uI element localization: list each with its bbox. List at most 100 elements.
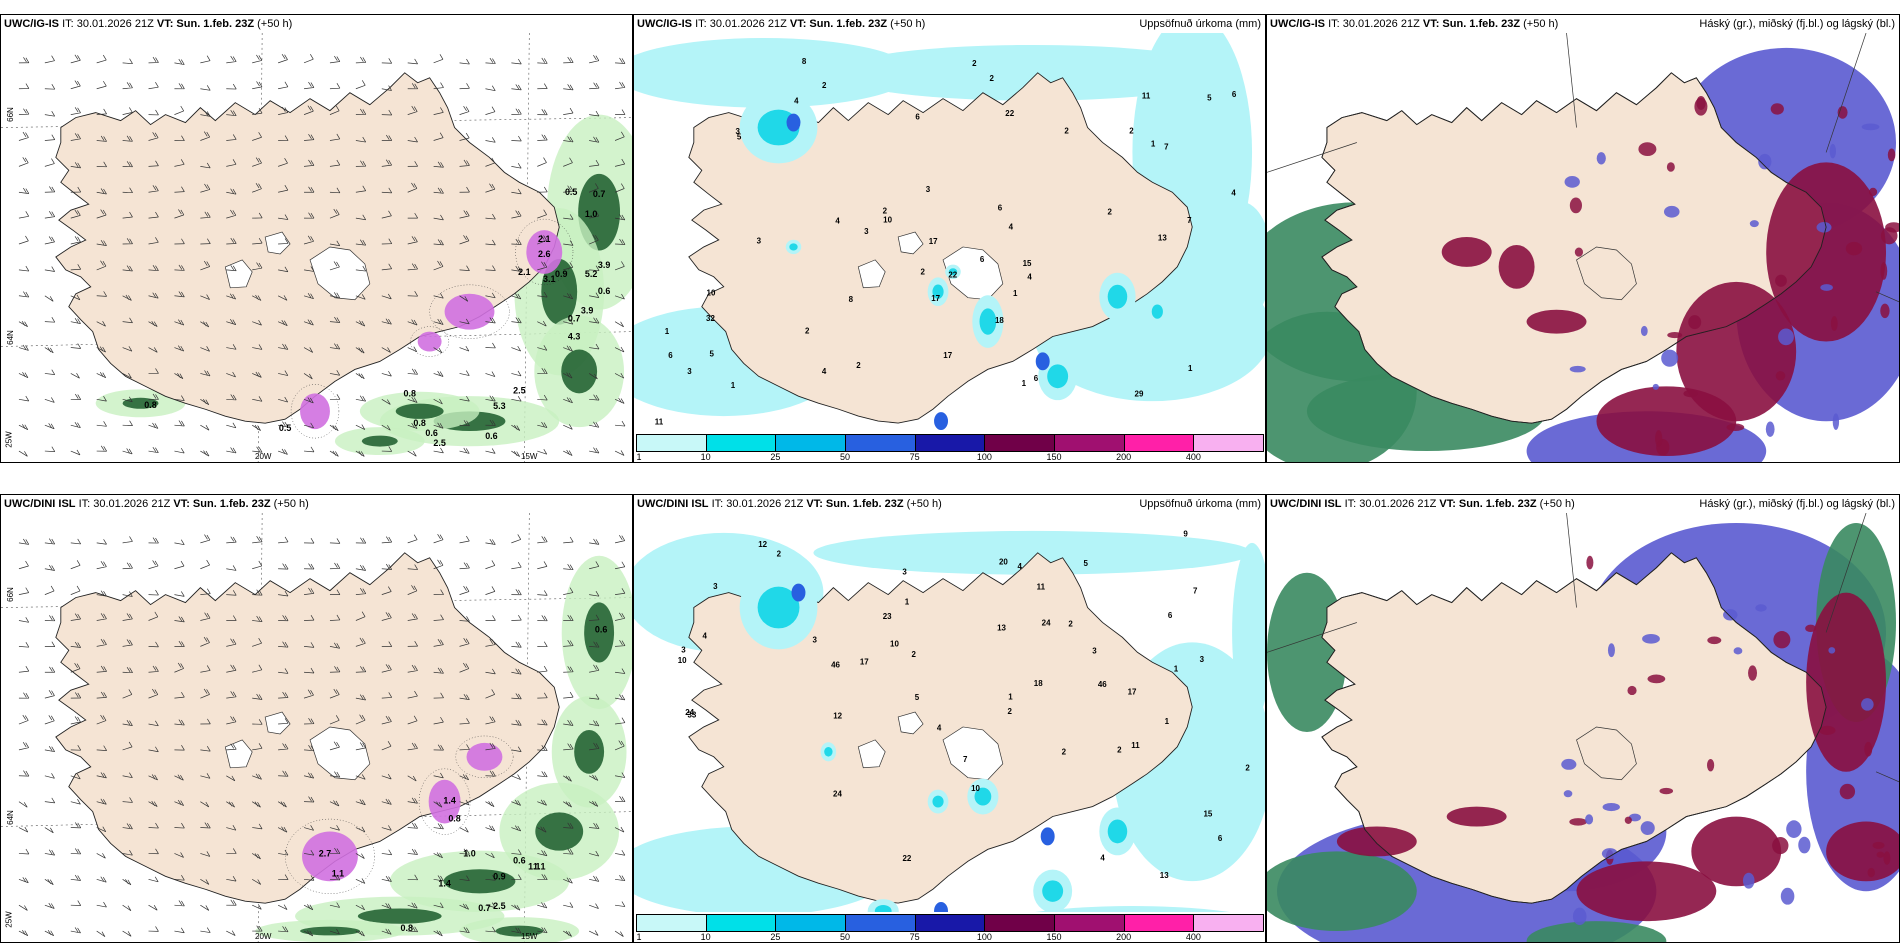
precip-value-label: 4: [822, 367, 827, 376]
lat-label: 64N: [5, 810, 15, 825]
wind-barb: [252, 823, 263, 830]
wind-barb: [70, 641, 81, 648]
wind-barb: [96, 539, 107, 545]
panel-cloud-row1: UWC/IG-IS IT: 30.01.2026 21Z VT: Sun. 1.…: [1266, 14, 1900, 463]
cloud-speckle: [1758, 153, 1772, 170]
wind-barb: [303, 397, 314, 404]
cloud-speckle: [1628, 813, 1642, 822]
wind-barb: [174, 83, 185, 90]
wind-barb: [381, 263, 392, 271]
wind-barb: [278, 396, 288, 403]
wind-barb: [174, 744, 185, 751]
wind-barb: [226, 930, 236, 936]
panel-wind-row1: UWC/IG-IS IT: 30.01.2026 21Z VT: Sun. 1.…: [0, 14, 633, 463]
wind-barb: [278, 53, 288, 64]
colorbar-swatch: [1123, 434, 1195, 452]
wind-barb: [122, 420, 133, 427]
wind-barb: [485, 902, 496, 908]
wind-barb: [44, 715, 55, 725]
wind-barb: [304, 667, 315, 674]
wind-barb: [615, 717, 626, 725]
precip-value-label: 11: [1142, 92, 1151, 101]
wind-barb: [44, 134, 56, 141]
colorbar-swatch: [705, 434, 777, 452]
wind-barb: [537, 83, 548, 90]
wind-barb: [70, 585, 81, 595]
wind-barb: [433, 187, 444, 194]
precip-value-label: 20: [999, 557, 1008, 566]
wind-barb: [18, 344, 29, 351]
wind-barb: [589, 742, 600, 751]
wind-barb: [329, 902, 340, 908]
wind-barb: [589, 317, 600, 324]
wind-barb: [381, 664, 392, 673]
iceland-coastline: [55, 72, 560, 424]
wind-barb: [252, 212, 263, 219]
wind-barb: [18, 742, 29, 751]
wind-barb: [303, 54, 314, 64]
wind-barb: [278, 421, 289, 428]
glacier: [264, 711, 291, 735]
wind-barb: [355, 564, 366, 571]
wind-barb: [252, 132, 262, 141]
wind-barb: [329, 538, 341, 544]
precip-value-label: 2: [1129, 127, 1134, 136]
wind-barb: [18, 372, 29, 379]
wind-barb: [122, 904, 132, 911]
wind-barb: [148, 82, 159, 90]
wind-barb: [226, 716, 237, 725]
wind-barb: [381, 586, 392, 595]
precip-area-mid: [1151, 304, 1163, 319]
wind-barb: [226, 848, 237, 854]
wind-barb: [537, 561, 548, 570]
wind-barb: [433, 534, 444, 544]
colorbar-swatch: [775, 434, 846, 452]
precip-value-label: 2: [1064, 126, 1069, 135]
wind-barb: [278, 770, 289, 777]
wind-barb: [459, 370, 470, 376]
wind-barb: [381, 85, 392, 91]
wind-barb: [511, 58, 522, 65]
wind-barb: [355, 424, 366, 430]
panel-title: UWC/DINI ISL IT: 30.01.2026 21Z VT: Sun.…: [1, 495, 632, 513]
wind-barb: [563, 564, 574, 571]
wind-barb: [148, 720, 159, 727]
wind-barb: [278, 184, 289, 193]
glacier: [857, 739, 886, 769]
wind-barb: [200, 55, 211, 64]
wind-barb: [252, 536, 263, 544]
precip-value-label: 24: [685, 708, 694, 717]
colorbar-tick-label: 1: [636, 932, 642, 942]
precip-value-label: 10: [707, 288, 716, 297]
wind-barb: [44, 585, 55, 595]
wind-barb: [589, 850, 600, 857]
precip-map: 3 3 4 11 46 33 17 12 6 9 3 2 4 2 2 3 1 1 2 1 1 4 10 5 3 13 17 20 24 2…: [634, 513, 1265, 912]
wind-barb: [70, 874, 81, 881]
wind-barb: [122, 294, 132, 301]
wind-barb: [44, 446, 56, 452]
glacier: [942, 726, 1004, 781]
wind-barb: [355, 878, 366, 884]
cloud-speckle: [1666, 162, 1675, 172]
wind-barb: [511, 746, 522, 752]
wind-barb: [615, 588, 626, 595]
cloud-speckle: [1688, 315, 1702, 330]
colorbar-tick-label: 200: [1116, 452, 1132, 462]
wind-barb: [614, 694, 626, 701]
precip-value-label: 2: [1068, 620, 1073, 629]
wind-barb: [563, 214, 574, 220]
hatch-outline: [410, 326, 450, 357]
wind-barb: [459, 159, 470, 167]
wind-barb: [304, 642, 315, 648]
wind-barb: [407, 874, 418, 881]
wind-barb: [70, 716, 81, 725]
wind-barb: [122, 772, 133, 779]
wind-barb: [563, 801, 572, 808]
wind-barb: [485, 395, 496, 402]
wind-barb: [226, 83, 237, 90]
cloud-speckle: [1765, 421, 1775, 437]
wind-barb: [381, 563, 393, 570]
wind-barb: [355, 294, 366, 300]
wind-barb: [407, 775, 417, 782]
wind-barb: [252, 615, 263, 622]
